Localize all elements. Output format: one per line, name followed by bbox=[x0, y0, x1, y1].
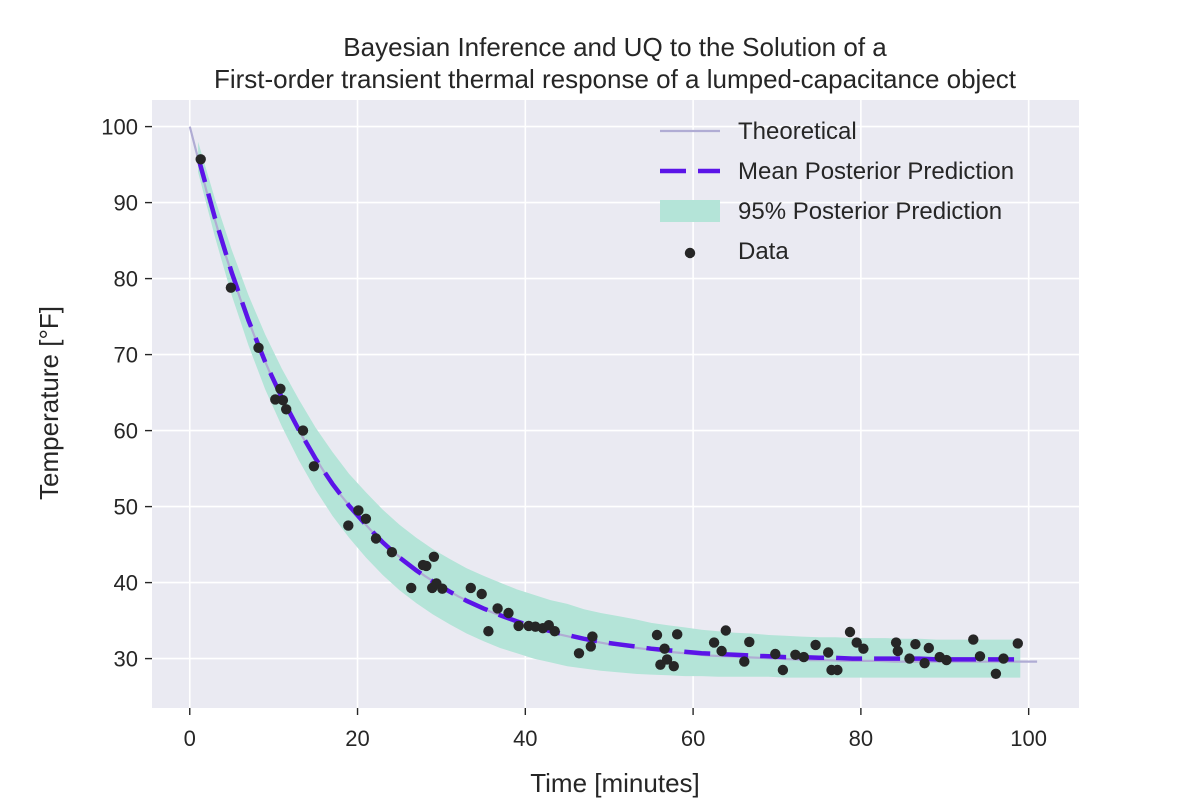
data-point bbox=[990, 668, 1002, 679]
data-point bbox=[708, 637, 720, 648]
data-point bbox=[549, 626, 560, 637]
data-point bbox=[968, 634, 979, 645]
data-point bbox=[923, 642, 934, 654]
data-point bbox=[890, 637, 902, 648]
data-point bbox=[253, 342, 264, 353]
data-point bbox=[720, 625, 731, 636]
data-point bbox=[297, 425, 309, 436]
mean-prediction-line bbox=[195, 156, 1021, 662]
data-point bbox=[353, 505, 364, 516]
data-point bbox=[277, 395, 289, 406]
data-point bbox=[275, 383, 286, 394]
data-point bbox=[281, 404, 292, 415]
data-point bbox=[370, 533, 382, 544]
data-point bbox=[1012, 638, 1023, 649]
data-point bbox=[904, 653, 915, 664]
data-point bbox=[810, 639, 821, 651]
data-point bbox=[308, 461, 320, 472]
data-point bbox=[851, 637, 862, 648]
legend-band-swatch bbox=[660, 200, 720, 222]
data-point bbox=[195, 154, 206, 165]
x-tick-label: 80 bbox=[849, 726, 873, 751]
data-point bbox=[744, 636, 755, 648]
y-tick-label: 60 bbox=[114, 419, 138, 444]
legend-label: Theoretical bbox=[738, 118, 857, 145]
y-axis-label: Temperature [°F] bbox=[34, 306, 64, 500]
legend-label: Data bbox=[738, 238, 789, 265]
data-point bbox=[823, 647, 834, 658]
data-point bbox=[360, 513, 372, 524]
data-point bbox=[476, 588, 487, 600]
y-tick-label: 30 bbox=[114, 647, 138, 672]
data-point bbox=[910, 639, 921, 650]
data-point bbox=[386, 547, 398, 558]
x-tick-label: 60 bbox=[681, 726, 705, 751]
posterior-band-layer bbox=[198, 141, 1021, 678]
x-tick-label: 40 bbox=[513, 726, 537, 751]
data-point bbox=[739, 656, 750, 667]
legend: Theoretical Mean Posterior Prediction 95% … bbox=[660, 118, 1014, 265]
grid-lines bbox=[152, 100, 1079, 708]
y-tick-label: 90 bbox=[114, 191, 138, 216]
data-point bbox=[585, 641, 596, 652]
data-point bbox=[672, 629, 683, 640]
data-point bbox=[573, 648, 585, 659]
chart-subtitle: First-order transient thermal response o… bbox=[214, 64, 1017, 94]
legend-label: Mean Posterior Prediction bbox=[738, 158, 1014, 185]
data-point bbox=[798, 651, 809, 663]
data-point bbox=[716, 645, 727, 657]
data-point bbox=[483, 626, 494, 637]
data-point bbox=[659, 643, 670, 654]
data-point bbox=[832, 664, 843, 676]
plot-area bbox=[152, 100, 1079, 708]
x-tick-label: 0 bbox=[184, 726, 196, 751]
x-tick-label: 100 bbox=[1010, 726, 1047, 751]
data-point bbox=[974, 651, 986, 662]
data-point bbox=[492, 603, 503, 614]
y-tick-label: 70 bbox=[114, 343, 138, 368]
data-point bbox=[421, 560, 432, 572]
data-point bbox=[428, 551, 440, 562]
legend-data-swatch bbox=[684, 247, 696, 259]
data-point bbox=[270, 394, 281, 405]
data-point bbox=[790, 649, 801, 660]
data-point bbox=[998, 653, 1009, 664]
data-point bbox=[941, 654, 952, 666]
data-point bbox=[777, 664, 789, 676]
y-tick-label: 100 bbox=[101, 115, 138, 140]
legend-label: 95% Posterior Prediction bbox=[738, 198, 1002, 225]
data-point bbox=[503, 607, 514, 619]
data-point bbox=[406, 582, 417, 594]
data-point bbox=[225, 282, 237, 293]
data-point bbox=[770, 648, 781, 660]
data-point bbox=[513, 620, 524, 632]
data-point bbox=[844, 626, 856, 638]
mean-prediction-layer bbox=[195, 156, 1021, 662]
data-points-layer bbox=[195, 154, 1023, 679]
y-tick-label: 50 bbox=[114, 495, 138, 520]
data-point bbox=[892, 645, 903, 657]
data-point bbox=[919, 658, 930, 669]
posterior-band bbox=[198, 141, 1021, 678]
data-point bbox=[343, 520, 354, 531]
axis-ticks: 0 20 40 60 80 100 30 40 50 60 70 80 90 100 bbox=[101, 115, 1047, 751]
data-point bbox=[668, 661, 679, 672]
x-tick-label: 20 bbox=[345, 726, 369, 751]
data-point bbox=[858, 643, 869, 654]
data-point bbox=[651, 629, 663, 641]
y-tick-label: 80 bbox=[114, 267, 138, 292]
data-point bbox=[465, 582, 476, 594]
data-point bbox=[587, 631, 598, 642]
chart-title: Bayesian Inference and UQ to the Solutio… bbox=[343, 32, 887, 62]
data-point bbox=[661, 654, 673, 665]
x-axis-label: Time [minutes] bbox=[530, 768, 700, 798]
y-tick-label: 40 bbox=[114, 571, 138, 596]
data-point bbox=[437, 583, 448, 594]
